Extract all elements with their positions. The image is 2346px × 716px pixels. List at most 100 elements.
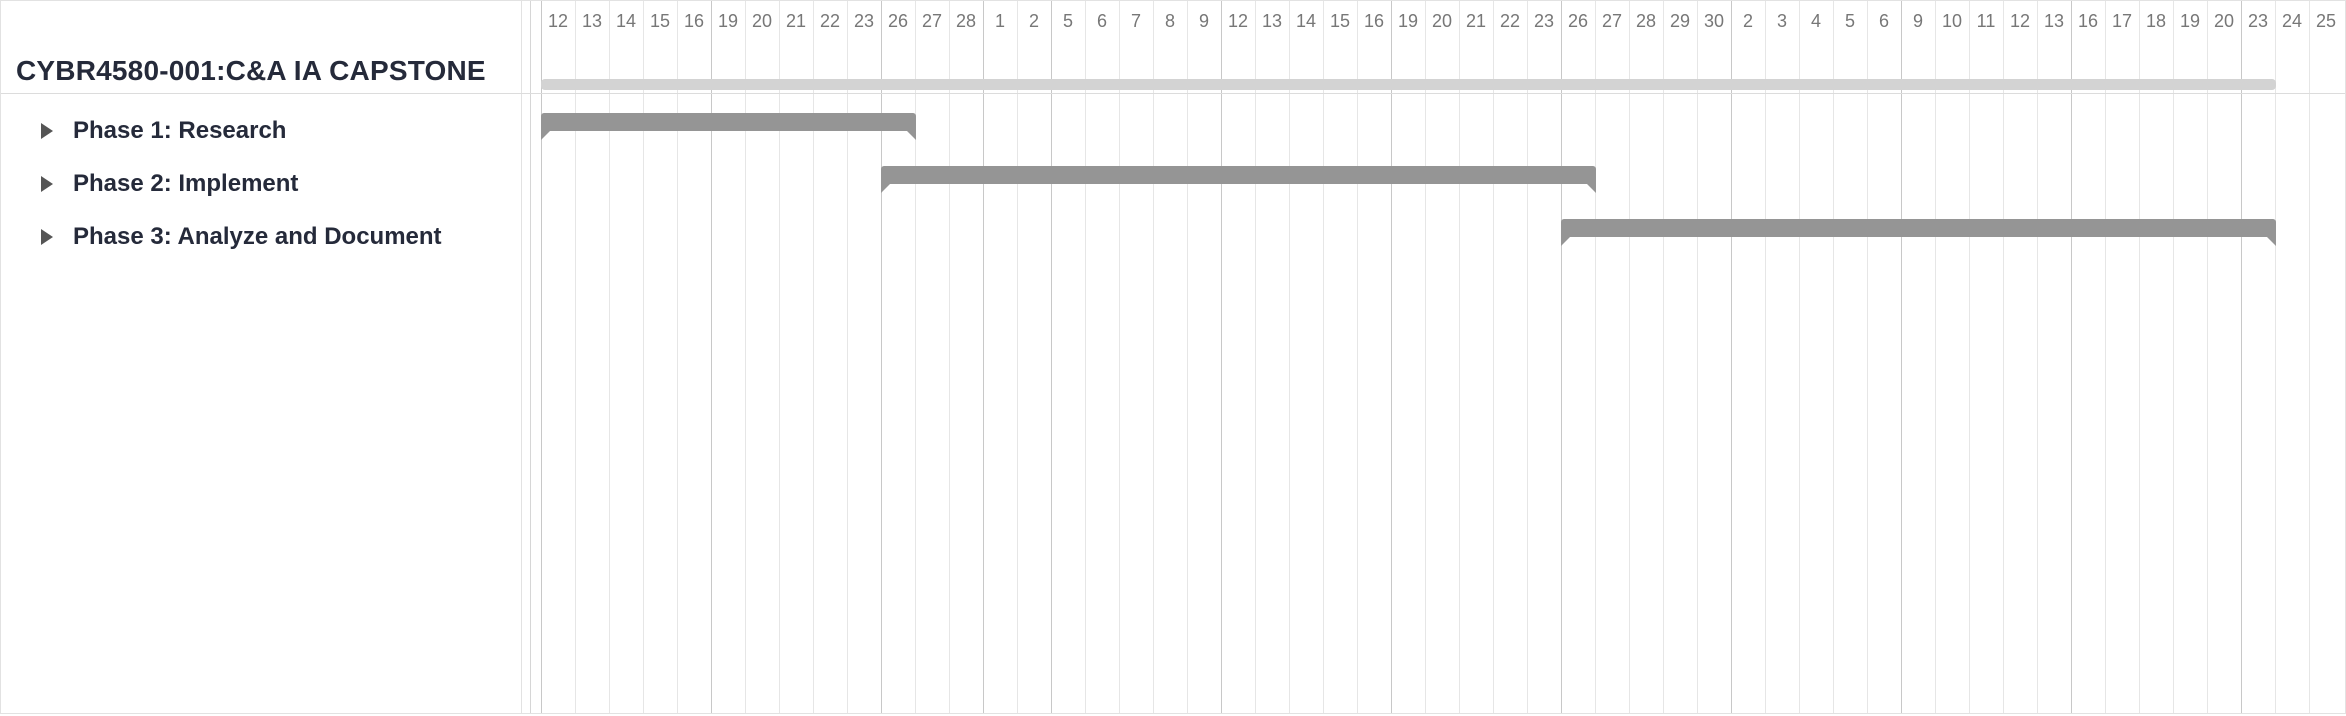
day-gridline — [983, 1, 984, 713]
day-label: 29 — [1669, 11, 1691, 31]
day-gridline — [1459, 1, 1460, 713]
day-label: 13 — [2043, 11, 2065, 31]
day-label: 9 — [1198, 11, 1209, 31]
day-gridline — [1493, 1, 1494, 713]
day-label: 30 — [1703, 11, 1725, 31]
day-label: 5 — [1062, 11, 1073, 31]
day-gridline — [1629, 1, 1630, 713]
timeline-grid: 12 13 14 15 16 19 20 21 22 23 26 27 28 1 2 5 6 7 8 9 12 13 14 1… — [541, 1, 2345, 713]
day-label: 28 — [1635, 11, 1657, 31]
day-label: 21 — [1465, 11, 1487, 31]
day-gridline — [1085, 1, 1086, 713]
day-gridline — [915, 1, 916, 713]
day-label: 8 — [1164, 11, 1175, 31]
day-label: 12 — [1227, 11, 1249, 31]
day-gridline — [1051, 1, 1052, 713]
day-label: 5 — [1844, 11, 1855, 31]
day-gridline — [1289, 1, 1290, 713]
caret-right-icon[interactable] — [41, 229, 53, 245]
day-gridline — [2241, 1, 2242, 713]
day-label: 22 — [819, 11, 841, 31]
caret-right-icon[interactable] — [41, 123, 53, 139]
day-gridline — [2071, 1, 2072, 713]
day-gridline — [2003, 1, 2004, 713]
day-gridline — [1323, 1, 1324, 713]
day-label: 13 — [581, 11, 603, 31]
day-gridline — [1867, 1, 1868, 713]
phase-row-analyze-document[interactable]: Phase 3: Analyze and Document — [41, 217, 442, 257]
day-label: 23 — [1533, 11, 1555, 31]
day-gridline — [2309, 1, 2310, 713]
day-label: 26 — [1567, 11, 1589, 31]
day-gridline — [1153, 1, 1154, 713]
day-gridline — [2173, 1, 2174, 713]
day-gridline — [745, 1, 746, 713]
day-label: 24 — [2281, 11, 2303, 31]
day-label: 11 — [1976, 11, 1996, 31]
project-summary-bar[interactable] — [541, 79, 2276, 90]
day-gridline — [1527, 1, 1528, 713]
day-label: 23 — [853, 11, 875, 31]
phase-row-research[interactable]: Phase 1: Research — [41, 111, 286, 151]
day-gridline — [949, 1, 950, 713]
day-gridline — [1663, 1, 1664, 713]
day-gridline — [643, 1, 644, 713]
day-label: 2 — [1028, 11, 1039, 31]
day-label: 12 — [547, 11, 569, 31]
phase-bar-1[interactable] — [541, 113, 916, 140]
day-gridline — [813, 1, 814, 713]
day-gridline — [1935, 1, 1936, 713]
day-gridline — [881, 1, 882, 713]
phase-row-implement[interactable]: Phase 2: Implement — [41, 164, 298, 204]
day-label: 20 — [2213, 11, 2235, 31]
phase-bar-3[interactable] — [1561, 219, 2276, 246]
day-label: 6 — [1096, 11, 1107, 31]
day-gridline — [609, 1, 610, 713]
day-label: 14 — [615, 11, 637, 31]
phase-label: Phase 1: Research — [73, 117, 287, 144]
day-gridline — [1119, 1, 1120, 713]
project-title: CYBR4580-001:C&A IA CAPSTONE — [16, 55, 486, 86]
day-label: 16 — [683, 11, 705, 31]
day-gridline — [1765, 1, 1766, 713]
day-gridline — [847, 1, 848, 713]
day-label: 15 — [649, 11, 671, 31]
day-label: 15 — [1329, 11, 1351, 31]
day-gridline — [2207, 1, 2208, 713]
phase-label: Phase 2: Implement — [73, 170, 299, 197]
day-label: 27 — [1601, 11, 1623, 31]
day-gridline — [2037, 1, 2038, 713]
day-label: 14 — [1295, 11, 1317, 31]
day-gridline — [779, 1, 780, 713]
day-gridline — [1221, 1, 1222, 713]
day-gridline — [541, 1, 542, 713]
day-label: 10 — [1941, 11, 1963, 31]
day-label: 18 — [2145, 11, 2167, 31]
day-gridline — [1969, 1, 1970, 713]
day-label: 16 — [1363, 11, 1385, 31]
phase-bar-2[interactable] — [881, 166, 1596, 193]
day-label: 23 — [2247, 11, 2269, 31]
day-gridline — [2139, 1, 2140, 713]
day-label: 12 — [2009, 11, 2031, 31]
day-label: 6 — [1878, 11, 1889, 31]
day-label: 20 — [1431, 11, 1453, 31]
day-label: 2 — [1742, 11, 1753, 31]
day-label: 7 — [1130, 11, 1141, 31]
day-gridline — [575, 1, 576, 713]
day-gridline — [2105, 1, 2106, 713]
task-list-pane: CYBR4580-001:C&A IA CAPSTONE Phase 1: Re… — [1, 1, 531, 713]
day-label: 1 — [994, 11, 1005, 31]
day-gridline — [1731, 1, 1732, 713]
day-gridline — [1697, 1, 1698, 713]
day-gridline — [1799, 1, 1800, 713]
day-gridline — [1901, 1, 1902, 713]
pane-divider[interactable] — [521, 1, 522, 713]
caret-right-icon[interactable] — [41, 176, 53, 192]
day-label: 3 — [1776, 11, 1787, 31]
day-gridline — [1595, 1, 1596, 713]
day-gridline — [1391, 1, 1392, 713]
day-gridline — [1187, 1, 1188, 713]
day-label: 9 — [1912, 11, 1923, 31]
